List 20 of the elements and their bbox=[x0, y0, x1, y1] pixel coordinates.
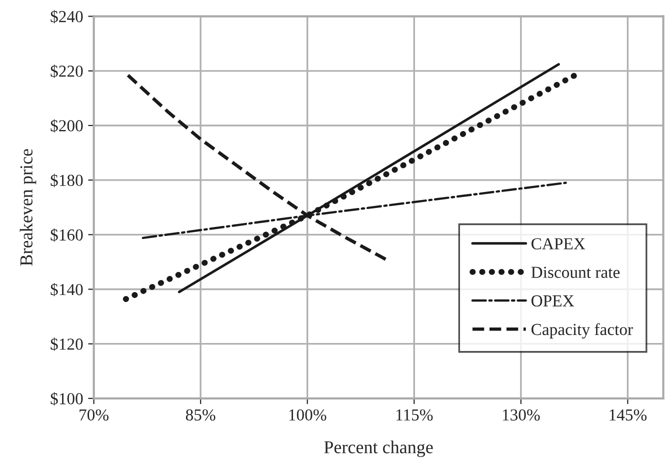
legend-label: OPEX bbox=[532, 295, 574, 306]
legend-label: Capacity factor bbox=[532, 323, 633, 339]
x-tick-label: 100% bbox=[289, 409, 326, 421]
y-tick-label: $100 bbox=[50, 392, 83, 406]
x-axis-title: Percent change bbox=[324, 440, 433, 458]
x-tick-label: 85% bbox=[186, 409, 216, 421]
legend-label: CAPEX bbox=[532, 238, 586, 250]
y-tick-label: $200 bbox=[50, 119, 83, 133]
y-tick-label: $160 bbox=[50, 228, 83, 242]
y-tick-label: $120 bbox=[50, 338, 83, 351]
y-tick-label: $220 bbox=[50, 64, 83, 78]
legend-label: Discount rate bbox=[531, 266, 620, 278]
y-tick-label: $140 bbox=[50, 282, 83, 296]
x-tick-label: 70% bbox=[80, 409, 109, 421]
y-tick-label: $240 bbox=[50, 10, 83, 24]
x-tick-label: 115% bbox=[396, 409, 433, 421]
y-tick-label: $180 bbox=[50, 174, 83, 188]
x-tick-label: 145% bbox=[610, 409, 647, 421]
y-axis-title: Breakeven price bbox=[20, 149, 36, 266]
x-tick-label: 130% bbox=[502, 409, 540, 421]
